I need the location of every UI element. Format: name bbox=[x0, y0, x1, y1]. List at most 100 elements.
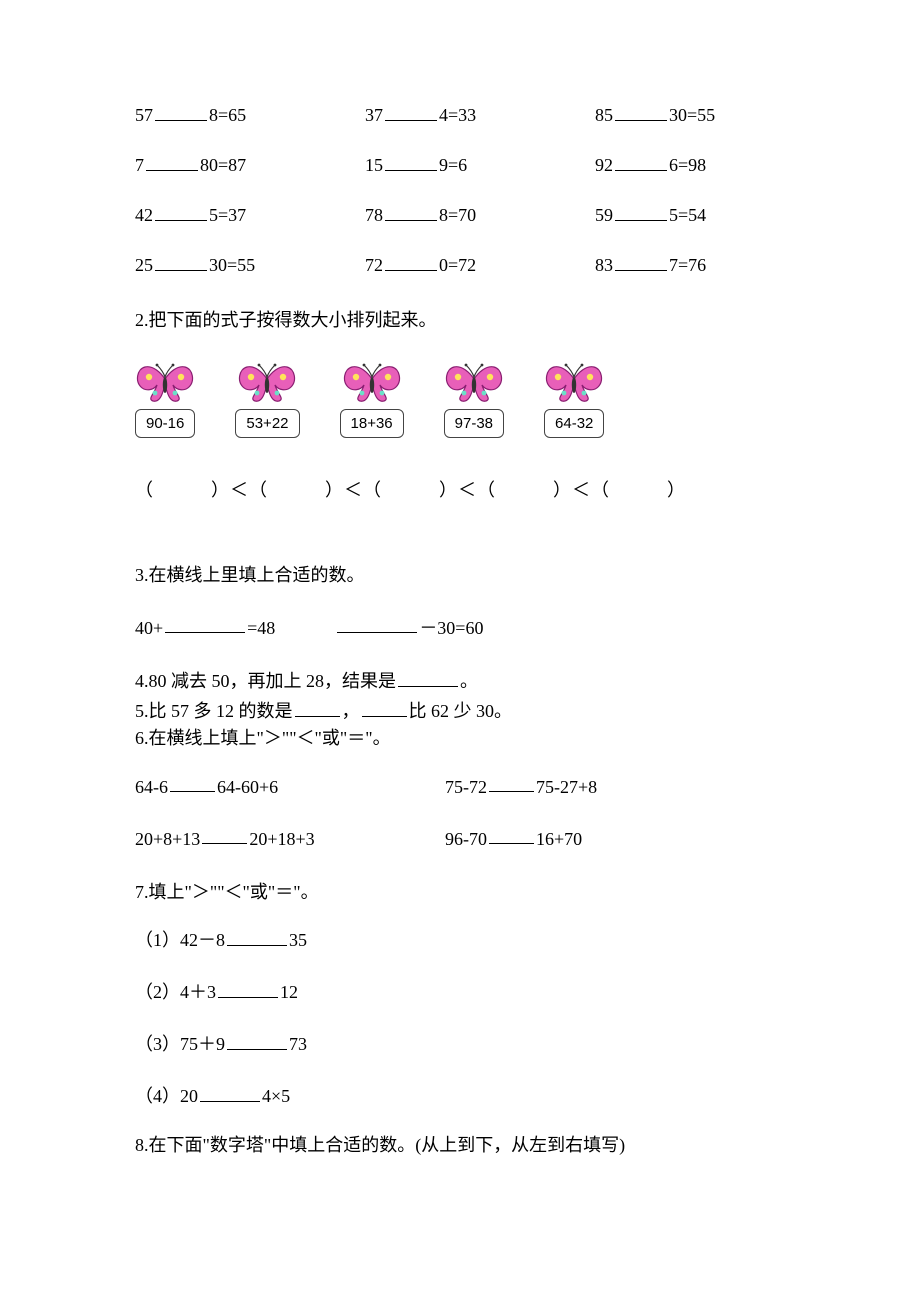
eq-b: 30 bbox=[209, 255, 227, 275]
q7-b: 12 bbox=[280, 982, 298, 1002]
q6-b: 20+18+3 bbox=[249, 828, 314, 848]
eq-b: 4 bbox=[439, 105, 448, 125]
eq-cell: 837=76 bbox=[595, 250, 785, 278]
q2-paren-row[interactable]: （ ）＜（ ）＜（ ）＜（ ）＜（ ） bbox=[135, 478, 785, 503]
q7-blank[interactable] bbox=[227, 1029, 287, 1050]
butterfly-icon bbox=[135, 361, 195, 405]
q3-left-post: =48 bbox=[247, 617, 275, 637]
eq-blank[interactable] bbox=[615, 150, 667, 171]
q5-blank-2[interactable] bbox=[362, 696, 407, 717]
butterfly-expression: 64-32 bbox=[544, 409, 604, 438]
q6-b: 64-60+6 bbox=[217, 776, 278, 796]
eq-a: 59 bbox=[595, 205, 613, 225]
eq-blank[interactable] bbox=[385, 150, 437, 171]
q4-line: 4.80 减去 50，再加上 28，结果是 。 bbox=[135, 666, 785, 694]
eq-cell: 159=6 bbox=[365, 150, 595, 178]
eq-cell: 425=37 bbox=[135, 200, 365, 228]
q6-blank[interactable] bbox=[202, 824, 247, 845]
q6-cell: 64-6 64-60+6 bbox=[135, 772, 445, 800]
eq-b: 9 bbox=[439, 155, 448, 175]
q7-item: （4）20 4×5 bbox=[135, 1081, 785, 1109]
q7-n: （1） bbox=[135, 930, 180, 950]
q6-blank[interactable] bbox=[489, 772, 534, 793]
q3-left-pre: 40+ bbox=[135, 617, 163, 637]
q7-n: （4） bbox=[135, 1086, 180, 1106]
butterfly-expression: 18+36 bbox=[340, 409, 404, 438]
eq-b: 80 bbox=[200, 155, 218, 175]
eq-r: 55 bbox=[237, 255, 255, 275]
eq-cell: 926=98 bbox=[595, 150, 785, 178]
eq-a: 7 bbox=[135, 155, 144, 175]
eq-r: 6 bbox=[458, 155, 467, 175]
eq-cell: 8530=55 bbox=[595, 100, 785, 128]
eq-r: 65 bbox=[228, 105, 246, 125]
eq-cell: 374=33 bbox=[365, 100, 595, 128]
q7-a: 20 bbox=[180, 1086, 198, 1106]
q6-cell: 20+8+1320+18+3 bbox=[135, 824, 445, 852]
q7-a: 75＋9 bbox=[180, 1034, 225, 1054]
eq-blank[interactable] bbox=[385, 100, 437, 121]
butterfly-card: 18+36 bbox=[340, 361, 404, 438]
eq-b: 5 bbox=[209, 205, 218, 225]
butterfly-icon bbox=[237, 361, 297, 405]
eq-a: 85 bbox=[595, 105, 613, 125]
q3-left-blank[interactable] bbox=[165, 613, 245, 634]
q6-blank[interactable] bbox=[170, 772, 215, 793]
q3-right-post: －30=60 bbox=[419, 617, 483, 637]
eq-blank[interactable] bbox=[615, 250, 667, 271]
q6-cell: 75-7275-27+8 bbox=[445, 772, 785, 800]
eq-a: 15 bbox=[365, 155, 383, 175]
eq-b: 6 bbox=[669, 155, 678, 175]
eq-a: 83 bbox=[595, 255, 613, 275]
butterfly-icon bbox=[544, 361, 604, 405]
q7-blank[interactable] bbox=[227, 925, 287, 946]
q3-right-blank[interactable] bbox=[337, 613, 417, 634]
butterfly-expression: 53+22 bbox=[235, 409, 299, 438]
q5-pre: 5.比 57 多 12 的数是 bbox=[135, 701, 293, 721]
q4-post: 。 bbox=[460, 671, 478, 691]
eq-b: 8 bbox=[439, 205, 448, 225]
q6-grid: 64-664-60+6 75-7275-27+8 20+8+1320+18+3 … bbox=[135, 772, 785, 852]
eq-a: 78 bbox=[365, 205, 383, 225]
q5-blank-1[interactable] bbox=[295, 696, 340, 717]
eq-r: 87 bbox=[228, 155, 246, 175]
eq-blank[interactable] bbox=[385, 250, 437, 271]
eq-r: 76 bbox=[688, 255, 706, 275]
eq-blank[interactable] bbox=[615, 200, 667, 221]
eq-b: 7 bbox=[669, 255, 678, 275]
eq-cell: 720=72 bbox=[365, 250, 595, 278]
butterfly-card: 64-32 bbox=[544, 361, 604, 438]
q6-a: 64-6 bbox=[135, 776, 168, 796]
q4-blank[interactable] bbox=[398, 666, 458, 687]
eq-blank[interactable] bbox=[155, 250, 207, 271]
q7-blank[interactable] bbox=[218, 977, 278, 998]
eq-r: 33 bbox=[458, 105, 476, 125]
eq-r: 54 bbox=[688, 205, 706, 225]
q4-pre: 4.80 减去 50，再加上 28，结果是 bbox=[135, 671, 396, 691]
q5-mid: ， bbox=[342, 701, 360, 721]
eq-a: 72 bbox=[365, 255, 383, 275]
eq-cell: 595=54 bbox=[595, 200, 785, 228]
eq-blank[interactable] bbox=[615, 100, 667, 121]
eq-blank[interactable] bbox=[155, 100, 207, 121]
q7-b: 4×5 bbox=[262, 1086, 290, 1106]
butterfly-card: 90-16 bbox=[135, 361, 195, 438]
eq-blank[interactable] bbox=[155, 200, 207, 221]
q7-n: （3） bbox=[135, 1034, 180, 1054]
eq-cell: 788=70 bbox=[365, 200, 595, 228]
eq-b: 5 bbox=[669, 205, 678, 225]
q1-equation-grid: 578=65 374=33 8530=55 780=87 159=6 926=9… bbox=[135, 100, 785, 278]
q7-a: 4＋3 bbox=[180, 982, 216, 1002]
q6-blank[interactable] bbox=[489, 824, 534, 845]
q7-item: （1）42－835 bbox=[135, 925, 785, 953]
eq-b: 30 bbox=[669, 105, 687, 125]
q6-b: 16+70 bbox=[536, 828, 582, 848]
eq-b: 0 bbox=[439, 255, 448, 275]
eq-blank[interactable] bbox=[146, 150, 198, 171]
q7-blank[interactable] bbox=[200, 1081, 260, 1102]
q6-prompt: 6.在横线上填上"＞""＜"或"＝"。 bbox=[135, 726, 785, 751]
q3-left: 40+ =48 bbox=[135, 613, 275, 641]
eq-blank[interactable] bbox=[385, 200, 437, 221]
q3-right: －30=60 bbox=[335, 613, 483, 641]
eq-a: 25 bbox=[135, 255, 153, 275]
